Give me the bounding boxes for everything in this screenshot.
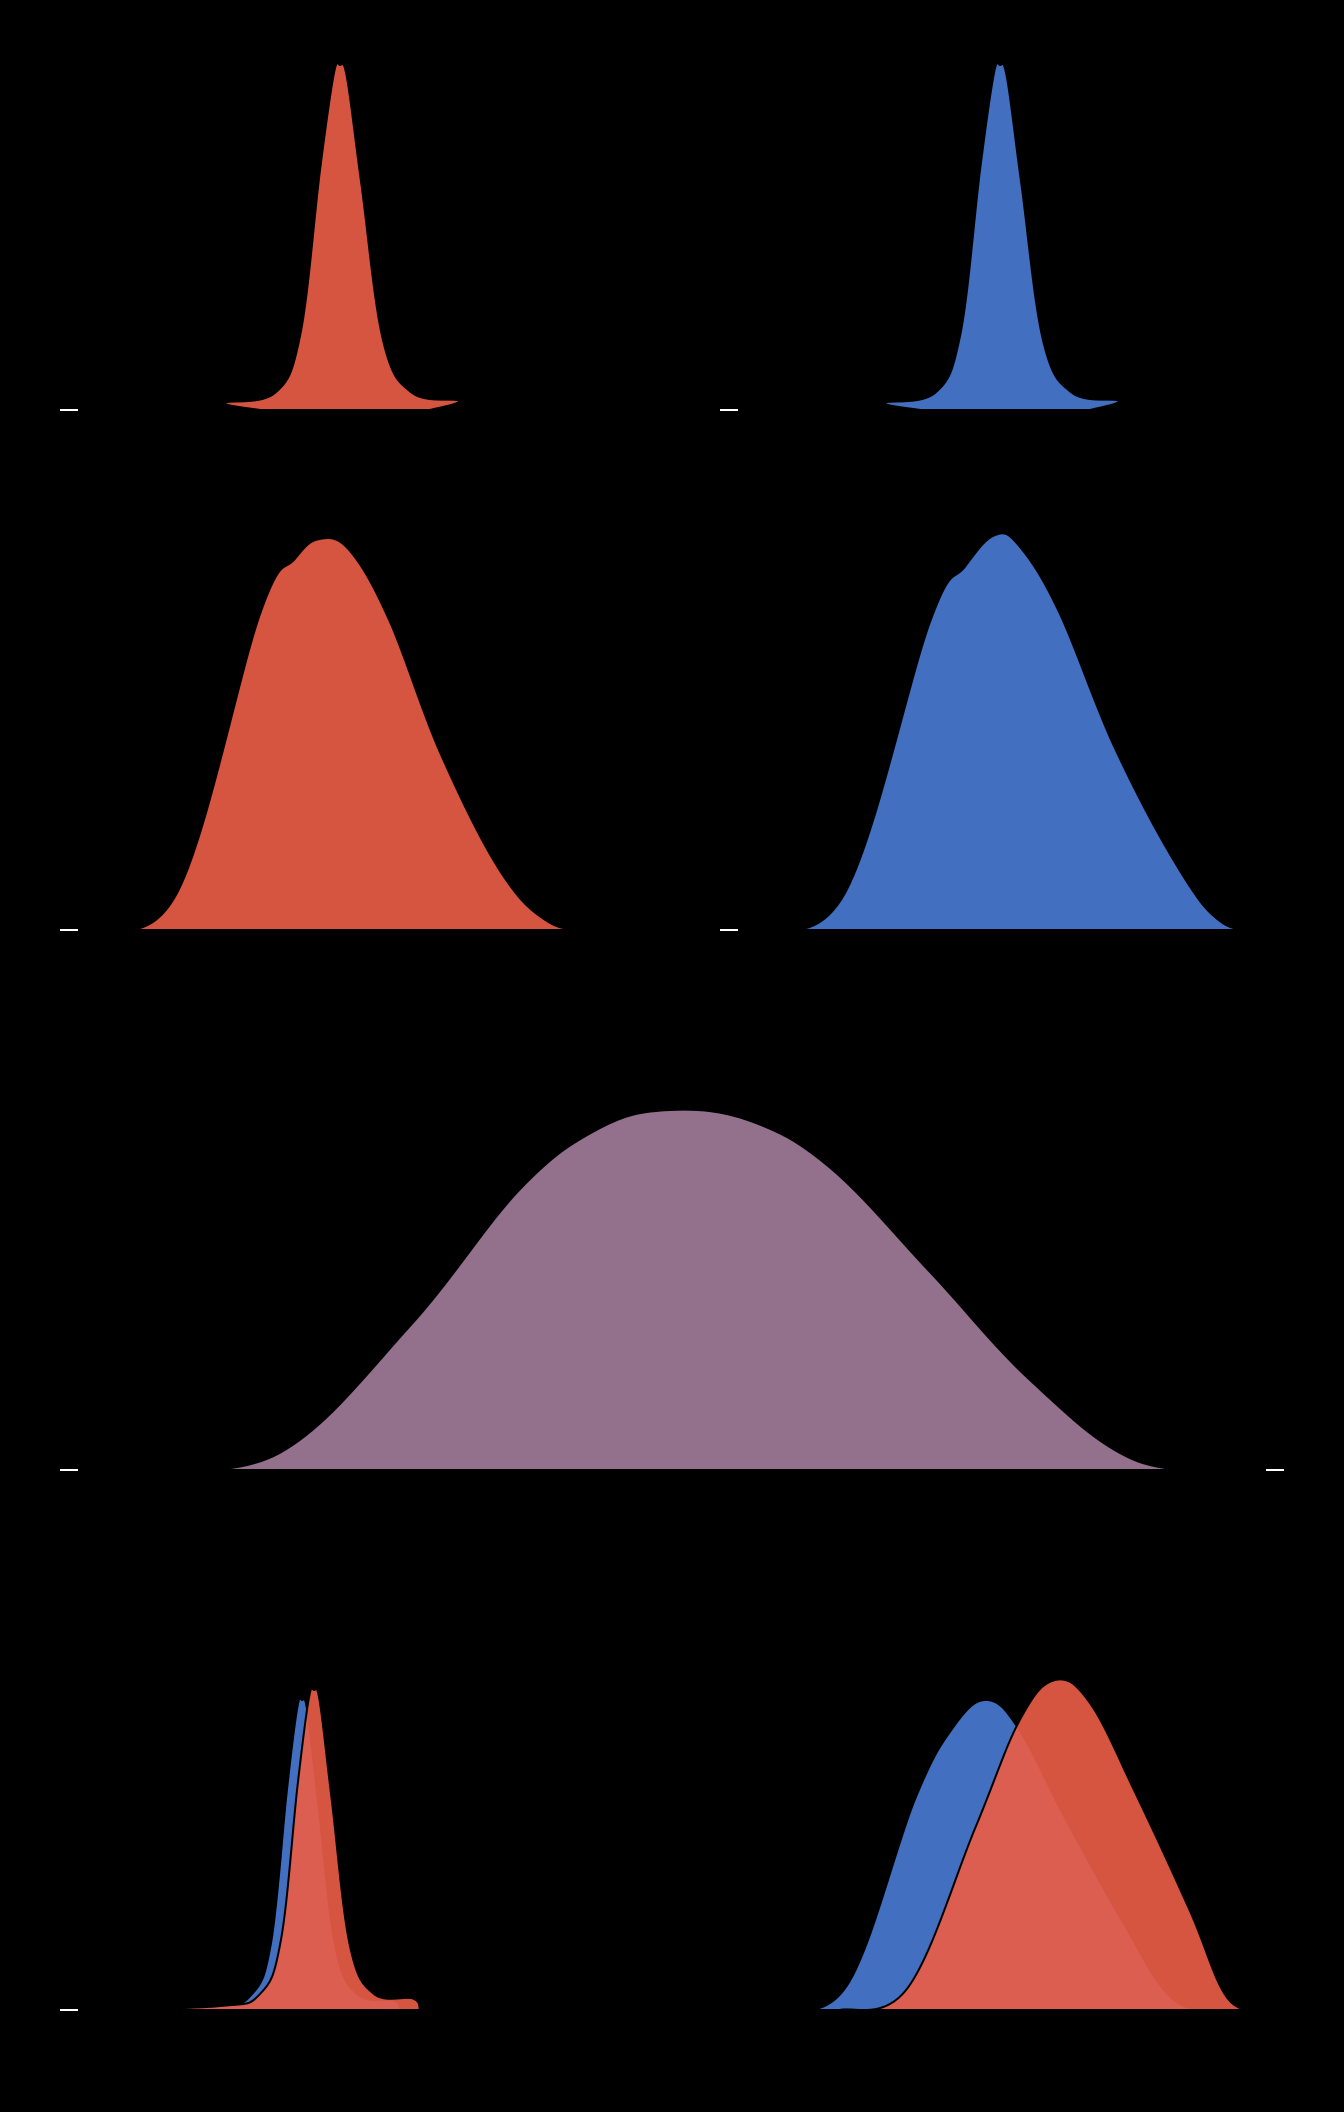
axis-tick-left	[60, 2009, 78, 2011]
density-curve-blue	[885, 63, 1119, 410]
axis-tick-left	[720, 929, 738, 931]
density-plot	[720, 60, 1280, 430]
axis-tick-left	[60, 409, 78, 411]
density-curve-blue	[760, 533, 1265, 930]
chart-panel-row1-left	[60, 60, 620, 430]
density-plot	[60, 1050, 1284, 1490]
density-curve-purple	[150, 1110, 1235, 1470]
density-curve-red	[225, 63, 459, 410]
chart-panel-row2-left	[60, 520, 620, 950]
chart-panel-row2-right	[720, 520, 1280, 950]
chart-panel-row1-right	[720, 60, 1280, 430]
axis-tick-right	[1266, 1469, 1284, 1471]
density-curve-red	[95, 538, 600, 930]
chart-panel-row3-wide	[60, 1050, 1284, 1490]
axis-tick-left	[720, 409, 738, 411]
axis-tick-left	[60, 1469, 78, 1471]
axis-tick-left	[60, 929, 78, 931]
chart-panel-row4-left	[60, 1600, 620, 2030]
density-plot	[60, 520, 620, 950]
density-plot	[60, 60, 620, 430]
density-plot	[720, 1600, 1280, 2030]
density-plot	[720, 520, 1280, 950]
density-plot	[60, 1600, 620, 2030]
chart-panel-row4-right	[720, 1600, 1280, 2030]
density-curve-red	[85, 1688, 420, 2010]
